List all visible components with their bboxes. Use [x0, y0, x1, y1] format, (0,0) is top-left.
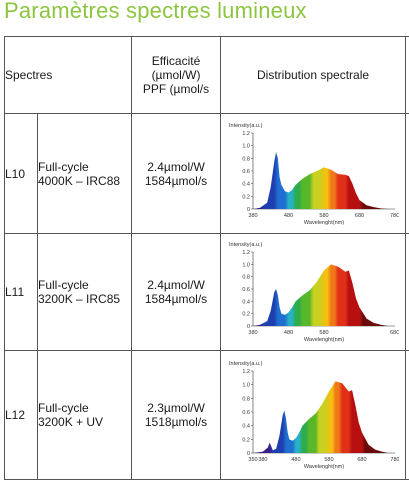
y-tick-label: 0: [247, 451, 250, 457]
spectrum-chart-l12: Intensity(a.u.) 0 0.2 0.4 0.6 0.8 1.0 1.2 350 380…: [229, 361, 399, 470]
spectrum-area: [253, 381, 396, 453]
row-code: L10: [4, 113, 38, 234]
x-tick-label: 480: [284, 330, 293, 336]
table-row: L12 Full-cycle 3200K + UV 2.3µmol/W 1518…: [4, 350, 409, 480]
row-eff-line1: 2.4µmol/W: [147, 159, 205, 174]
y-tick-label: 0: [247, 207, 250, 213]
row-efficacite: 2.4µmol/W 1584µmol/s: [131, 233, 222, 351]
extra-column-cell: [405, 36, 409, 114]
x-tick-label: 480: [284, 213, 293, 219]
x-tick-label: 380: [248, 330, 257, 336]
header-eff-line1: Efficacité: [151, 54, 201, 68]
row-efficacite: 2.3µmol/W 1518µmol/s: [131, 350, 222, 480]
row-name-line2: 3200K – IRC85: [38, 292, 121, 306]
x-tick-label: 78C: [390, 213, 399, 219]
row-name: Full-cycle 4000K – IRC88: [36, 113, 133, 234]
table-header-row: Spectres Efficacité (µmol/W) PPF (µmol/s…: [3, 36, 409, 114]
y-tick-label: 0.4: [242, 424, 250, 430]
y-tick-label: 1.0: [242, 143, 250, 149]
row-eff-line2: 1584µmol/s: [144, 292, 208, 306]
y-tick-label: 0.8: [242, 396, 250, 402]
x-tick-label: 780: [390, 457, 399, 463]
row-spectrum-cell: Intensity(a.u.) 0 0.2 0.4 0.6 0.8 1.0 1.2 380 480…: [220, 233, 407, 351]
row-name-line2: 4000K – IRC88: [38, 173, 121, 188]
x-axis-label: Wavelenght(nm): [304, 220, 344, 226]
y-axis-label: Intensity(a.u.): [229, 361, 262, 367]
spectrum-area: [253, 264, 396, 326]
row-eff-line1: 2.4µmol/W: [147, 278, 205, 292]
header-distribution: Distribution spectrale: [220, 36, 407, 114]
y-tick-label: 1.2: [242, 250, 250, 256]
y-tick-label: 0.6: [242, 287, 250, 293]
y-tick-label: 1.2: [242, 131, 250, 137]
y-tick-label: 1.0: [242, 262, 250, 268]
row-eff-line1: 2.3µmol/W: [147, 401, 205, 415]
row-name: Full-cycle 3200K + UV: [36, 350, 133, 480]
x-tick-label: 480: [291, 457, 300, 463]
y-tick-label: 0.8: [242, 275, 250, 281]
x-axis-label: Wavelenght(nm): [304, 337, 344, 343]
table-row: L10 Full-cycle 4000K – IRC88 2.4µmol/W 1…: [4, 113, 409, 234]
row-spectrum-cell: Intensity(a.u.) 0 0.2 0.4 0.6 0.8 1.0 1.2 350 380…: [220, 350, 407, 480]
x-tick-label: 350: [248, 457, 257, 463]
y-axis-label: Intensity(a.u.): [229, 242, 262, 248]
x-tick-label: 680: [355, 213, 364, 219]
spectrum-chart-l10: Intensity(a.u.) 0 0.2 0.4 0.6 0.8 1.0 1.2 380 480…: [229, 123, 399, 226]
row-spectrum-cell: Intensity(a.u.) 0 0.2 0.4 0.6 0.8 1.0 1.2 380 480…: [220, 113, 407, 234]
y-tick-label: 0.4: [242, 299, 250, 305]
y-tick-label: 0.2: [242, 437, 250, 443]
header-eff-line2: (µmol/W): [151, 68, 201, 82]
page-title: Paramètres spectres lumineux: [4, 0, 307, 23]
y-axis-label: Intensity(a.u.): [229, 123, 262, 129]
y-tick-label: 1.2: [242, 369, 250, 375]
x-tick-label: 580: [324, 457, 333, 463]
table-row: L11 Full-cycle 3200K – IRC85 2.4µmol/W 1…: [4, 233, 409, 351]
row-code: L11: [4, 233, 38, 351]
y-tick-label: 0.8: [242, 156, 250, 162]
x-tick-label: 380: [258, 457, 267, 463]
row-code: L12: [4, 350, 38, 480]
row-name-line2: 3200K + UV: [38, 415, 104, 429]
extra-column-cell: [405, 350, 409, 480]
extra-column-cell: [405, 113, 409, 234]
x-tick-label: 68C: [390, 330, 399, 336]
x-tick-label: 380: [248, 213, 257, 219]
row-name: Full-cycle 3200K – IRC85: [36, 233, 133, 351]
row-name-line1: Full-cycle: [38, 278, 89, 292]
y-tick-label: 0: [247, 324, 250, 330]
header-spectres: Spectres: [3, 36, 133, 114]
x-tick-label: 580: [319, 213, 328, 219]
header-eff-line3: PPF (µmol/s: [142, 82, 210, 96]
row-eff-line2: 1518µmol/s: [144, 415, 208, 429]
row-efficacite: 2.4µmol/W 1584µmol/s: [131, 113, 222, 234]
y-tick-label: 0.2: [242, 194, 250, 200]
x-tick-label: 580: [319, 330, 328, 336]
row-name-line1: Full-cycle: [38, 401, 89, 415]
row-name-line1: Full-cycle: [38, 159, 89, 174]
y-tick-label: 0.4: [242, 181, 250, 187]
spectrum-chart-l11: Intensity(a.u.) 0 0.2 0.4 0.6 0.8 1.0 1.2 380 480…: [229, 242, 399, 343]
x-tick-label: 680: [357, 457, 366, 463]
spectra-table: Spectres Efficacité (µmol/W) PPF (µmol/s…: [3, 36, 409, 480]
y-tick-label: 1.0: [242, 383, 250, 389]
spectrum-area: [253, 151, 396, 209]
y-tick-label: 0.6: [242, 410, 250, 416]
row-eff-line2: 1584µmol/s: [144, 173, 208, 188]
y-tick-label: 0.2: [242, 312, 250, 318]
x-axis-label: Wavelenght(nm): [304, 464, 344, 470]
extra-column-cell: [405, 233, 409, 351]
y-tick-label: 0.6: [242, 169, 250, 175]
header-efficacite: Efficacité (µmol/W) PPF (µmol/s: [131, 36, 222, 114]
